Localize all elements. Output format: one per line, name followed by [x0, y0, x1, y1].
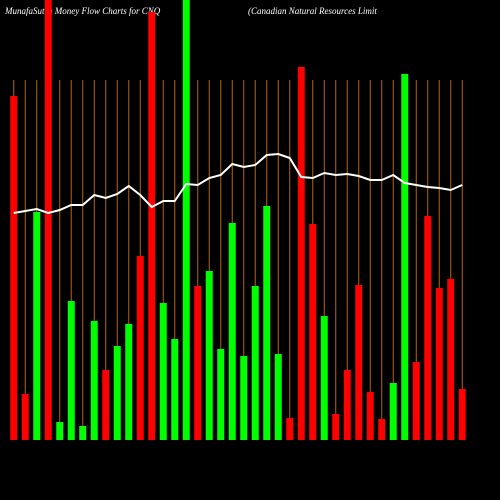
bar	[378, 419, 386, 440]
bar	[205, 271, 213, 440]
bar	[67, 301, 75, 440]
bar	[355, 285, 363, 440]
bar	[412, 362, 420, 440]
bar	[447, 279, 455, 440]
bar	[343, 370, 351, 440]
bar	[297, 67, 305, 440]
bar	[44, 0, 52, 440]
bar	[435, 288, 443, 440]
bar	[102, 370, 110, 440]
bar	[320, 316, 328, 440]
bar	[171, 339, 179, 440]
bar	[10, 96, 18, 440]
bar	[424, 216, 432, 440]
bar	[366, 392, 374, 440]
bar	[217, 349, 225, 440]
bar	[458, 389, 466, 440]
bar	[56, 422, 64, 440]
bar	[309, 224, 317, 440]
bar	[33, 212, 41, 440]
bar	[389, 383, 397, 440]
bar	[125, 324, 133, 440]
bar	[79, 426, 87, 440]
line	[13, 152, 463, 215]
chart-subtitle: (Canadian Natural Resources Limit	[248, 6, 377, 16]
bar	[90, 321, 98, 440]
bar	[228, 223, 236, 440]
bar	[240, 356, 248, 440]
bar	[194, 286, 202, 440]
chart-title: MunafaSutra Money Flow Charts for CNQ	[4, 6, 161, 16]
bar	[251, 286, 259, 440]
bar	[159, 303, 167, 440]
bar	[286, 418, 294, 440]
bar	[274, 354, 282, 440]
bar	[136, 256, 144, 440]
bar	[21, 394, 29, 440]
bar	[113, 346, 121, 440]
bar	[148, 12, 156, 440]
bar	[332, 414, 340, 440]
bar	[401, 74, 409, 440]
bar	[182, 0, 190, 440]
bar	[263, 206, 271, 440]
